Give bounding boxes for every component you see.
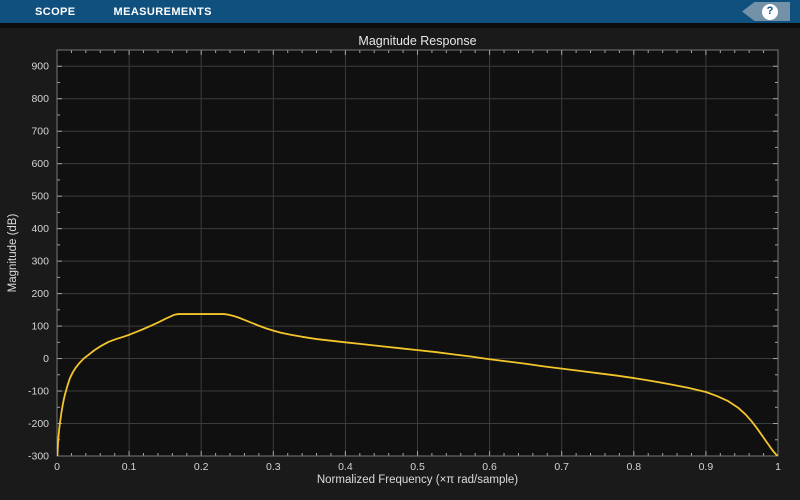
x-tick-label: 0.5 — [410, 461, 425, 473]
x-axis-label: Normalized Frequency (×π rad/sample) — [316, 474, 519, 486]
axes-box — [56, 49, 779, 457]
tab-measurements[interactable]: MEASUREMENTS — [113, 5, 212, 18]
toolbar: SCOPE MEASUREMENTS ? — [0, 0, 800, 23]
x-tick-label: 0.8 — [626, 461, 641, 473]
y-tick-label: 400 — [31, 223, 49, 235]
y-tick-label: -100 — [28, 386, 49, 398]
x-tick-label: 1 — [775, 461, 781, 473]
x-tick-label: 0.7 — [554, 461, 569, 473]
y-tick-label: 200 — [31, 288, 49, 300]
x-tick-label: 0.9 — [699, 461, 714, 473]
toolbar-divider — [0, 23, 800, 28]
y-tick-label: 300 — [31, 256, 49, 268]
y-tick-label: 500 — [31, 191, 49, 203]
y-tick-label: 0 — [43, 353, 49, 365]
y-tick-label: 800 — [31, 93, 49, 105]
y-tick-label: -300 — [28, 451, 49, 463]
y-tick-label: 900 — [31, 61, 49, 73]
x-tick-label: 0.4 — [338, 461, 353, 473]
x-tick-label: 0.3 — [266, 461, 281, 473]
y-tick-label: -200 — [28, 418, 49, 430]
plot-title: Magnitude Response — [358, 34, 477, 48]
x-tick-label: 0.2 — [194, 461, 209, 473]
magnitude-response-curve — [57, 313, 778, 456]
x-tick-label: 0.1 — [122, 461, 137, 473]
y-tick-label: 700 — [31, 126, 49, 138]
y-tick-label: 100 — [31, 321, 49, 333]
help-icon: ? — [762, 3, 778, 20]
tab-scope[interactable]: SCOPE — [35, 5, 76, 18]
x-tick-label: 0.6 — [482, 461, 497, 473]
y-tick-label: 600 — [31, 158, 49, 170]
help-button[interactable]: ? — [742, 2, 790, 21]
x-tick-label: 0 — [54, 461, 60, 473]
